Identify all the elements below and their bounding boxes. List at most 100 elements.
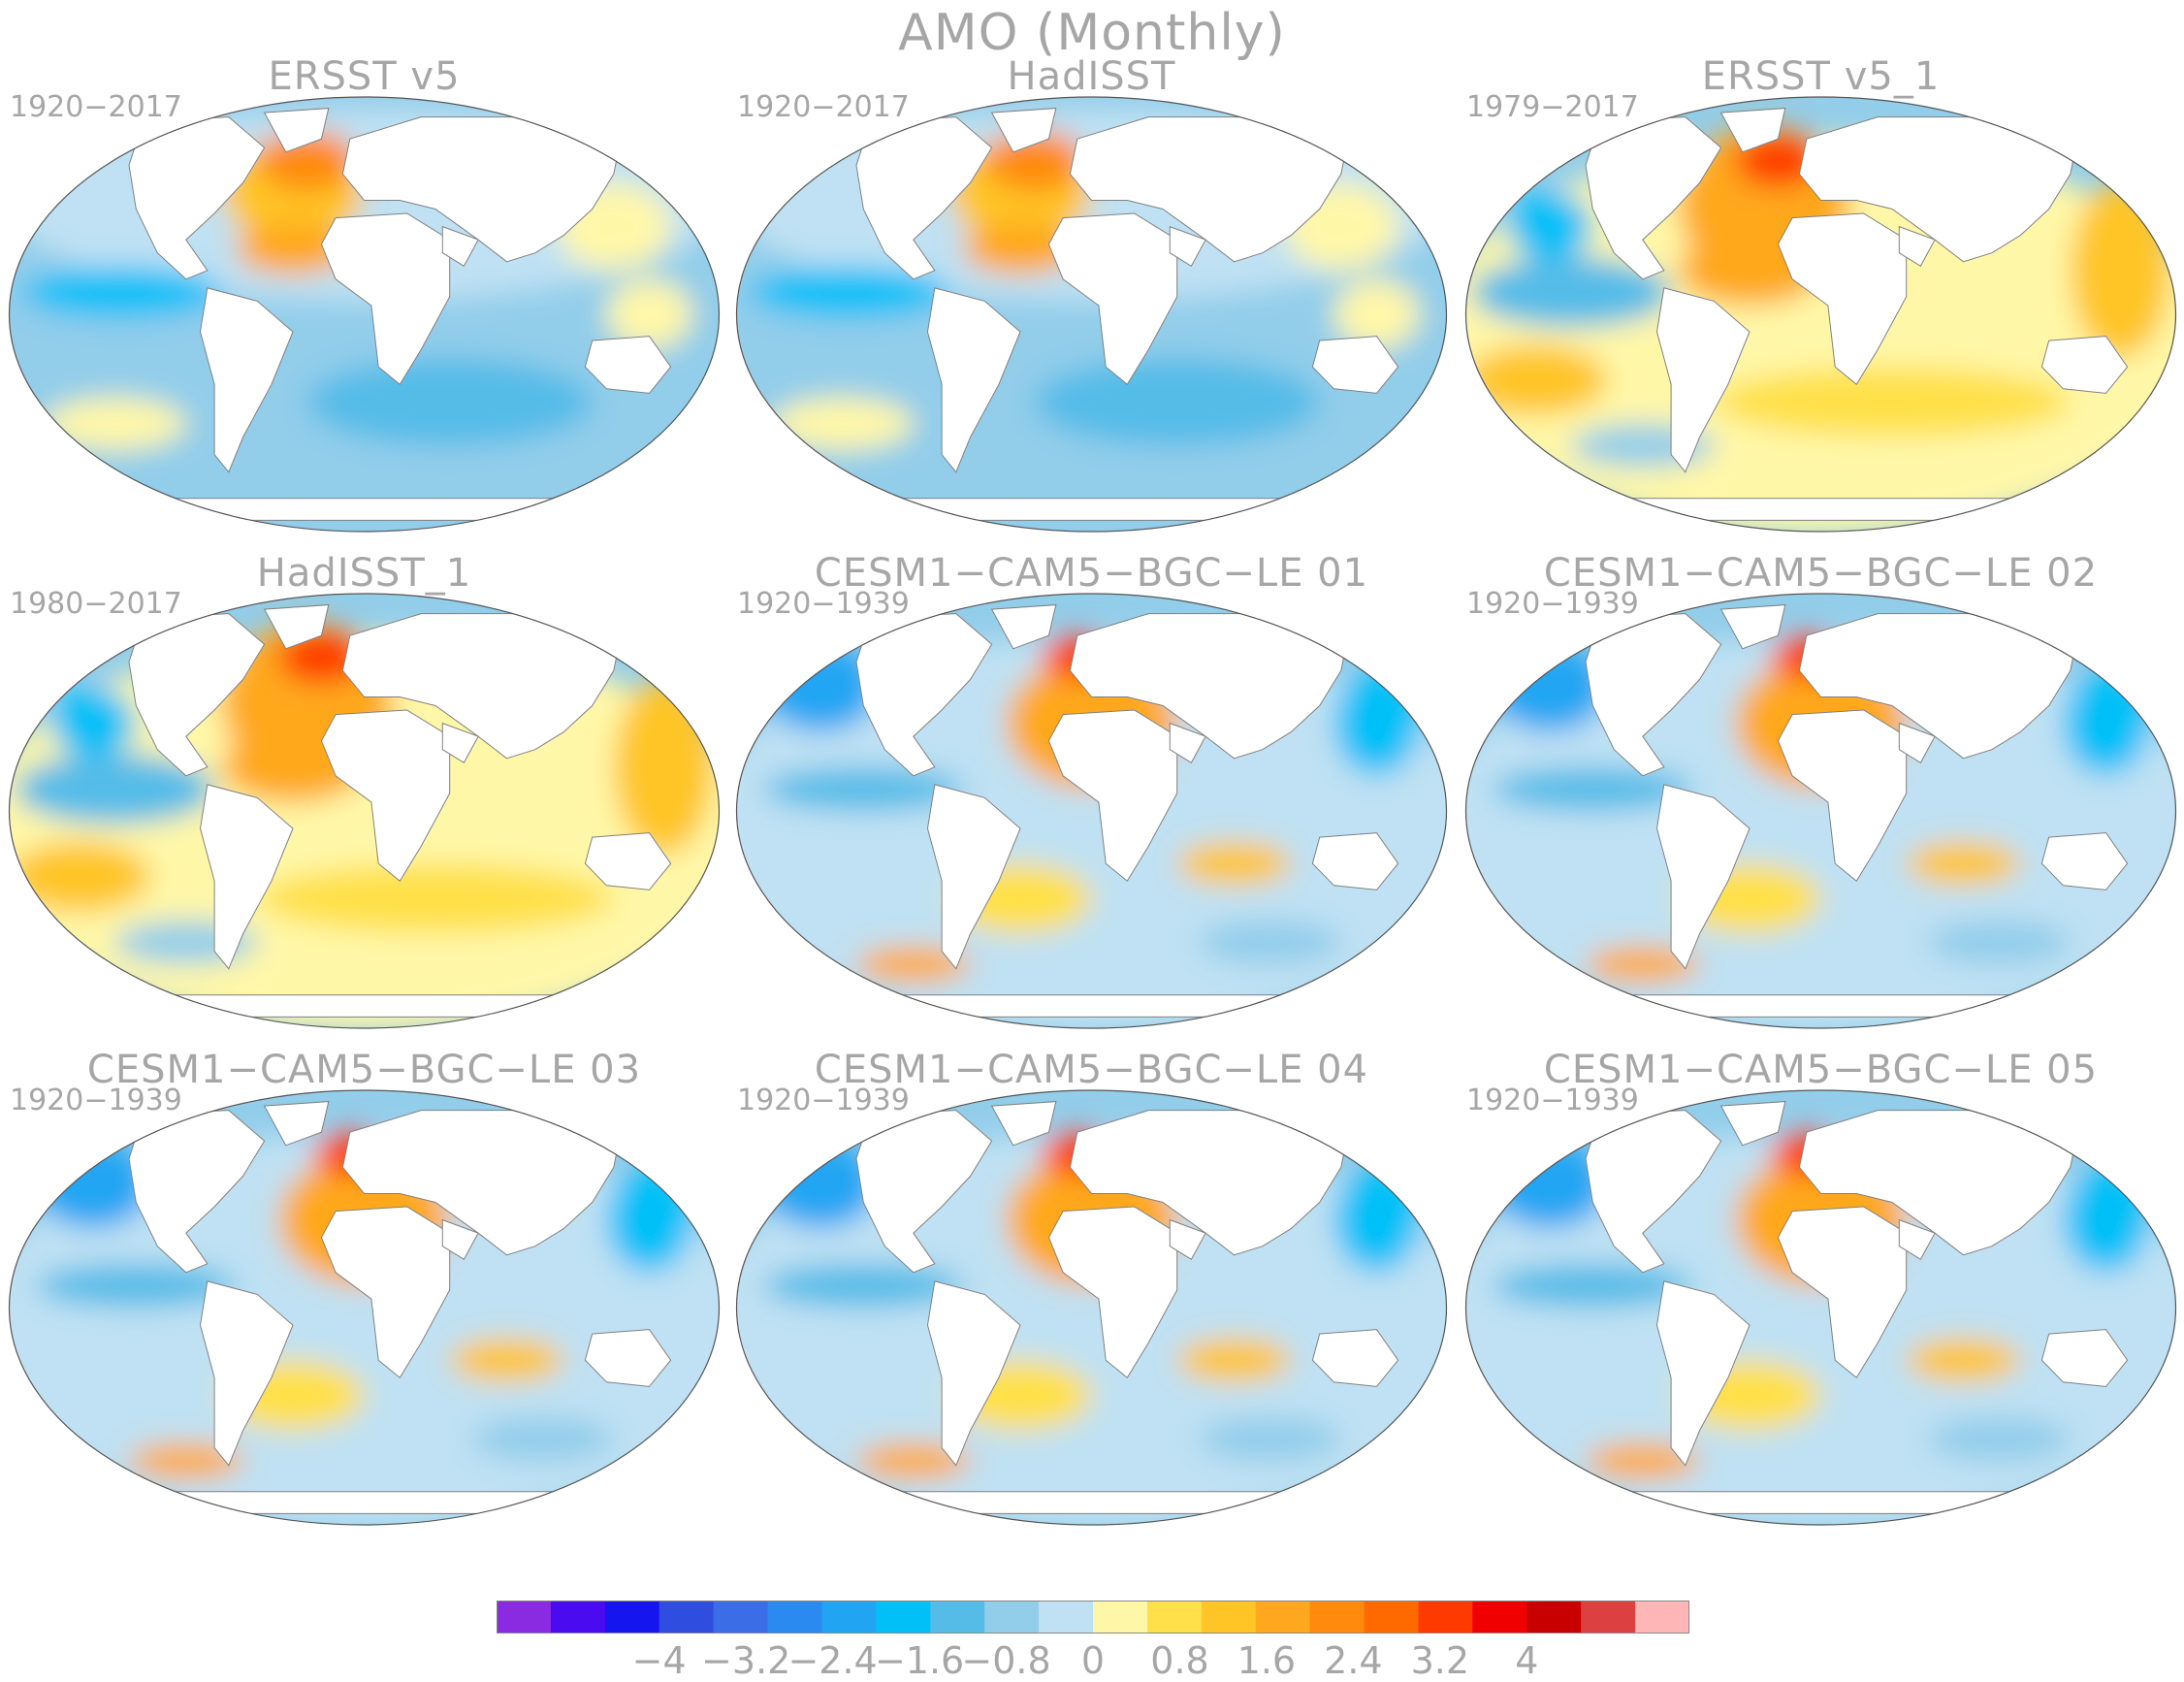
anomaly-region [9,841,150,912]
colorbar-tick-label: 2.4 [1324,1639,1383,1682]
land-mass [1655,287,1750,473]
panel-title: ERSST v5_1 [1701,54,1941,99]
map-panel: CESM1−CAM5−BGC−LE 01 1920−1939 [735,551,1448,1029]
land-mass [1898,1218,1936,1261]
colorbar-swatch [550,1601,606,1633]
land-mass [128,1110,266,1274]
panel-title: CESM1−CAM5−BGC−LE 03 [86,1048,642,1092]
panel-period: 1920−1939 [10,1084,182,1117]
land-mass [112,994,616,1018]
colorbar-swatch [604,1601,660,1633]
anomaly-region [1906,841,2021,886]
panel-title: ERSST v5 [268,54,461,99]
land-mass [320,709,451,883]
land-mass [1047,212,1178,386]
colorbar-swatch [713,1601,769,1633]
anomaly-region [763,1263,964,1308]
land-mass [1169,722,1206,764]
anomaly-region [606,1167,692,1273]
anomaly-region [1333,278,1420,350]
anomaly-region [855,1443,971,1479]
anomaly-region [606,278,692,350]
anomaly-region [1585,1443,1700,1479]
map-plot [1464,593,2177,1029]
land-mass [926,287,1021,473]
land-mass [1311,336,1399,394]
map-border [8,1089,721,1526]
anomaly-region [1493,766,1693,811]
colorbar-swatch [1201,1601,1257,1633]
land-mass [441,225,479,268]
colorbar-swatch [1255,1601,1311,1633]
anomaly-region [449,1338,564,1382]
panel-period: 1920−1939 [737,587,910,621]
anomaly-region [128,1443,243,1479]
map-plot [735,1089,1448,1526]
map-plot [735,593,1448,1029]
colorbar-swatch [1581,1601,1636,1633]
land-mass [199,287,294,473]
land-mass [840,1491,1343,1514]
colorbar-swatch [1526,1601,1582,1633]
land-mass [320,212,451,386]
land-mass [441,1218,479,1261]
map-border [8,96,721,533]
land-mass [199,784,294,970]
map-plot [8,593,721,1029]
colorbar-tick-label: 0.8 [1150,1639,1209,1682]
colorbar-swatch [1309,1601,1365,1633]
anomaly-region [1927,1417,2071,1462]
land-mass [1898,225,1936,268]
panel-title: HadISST_1 [256,551,472,596]
land-mass [855,613,993,777]
panel-period: 1979−2017 [1466,90,1639,124]
map-border [735,96,1448,533]
map-panel: CESM1−CAM5−BGC−LE 05 1920−1939 [1464,1048,2177,1526]
anomaly-region [2070,182,2170,359]
land-mass [584,832,672,890]
anomaly-region [1585,947,1700,983]
colorbar-tick-label: −3.2 [701,1639,791,1682]
map-panel: CESM1−CAM5−BGC−LE 04 1920−1939 [735,1048,1448,1526]
colorbar-tick-label: 4 [1515,1639,1539,1682]
land-mass [1047,709,1178,883]
anomaly-region [257,863,614,934]
land-mass [263,604,330,650]
anomaly-region [50,688,137,759]
land-mass [1719,1101,1786,1147]
anomaly-region [1493,1263,1693,1308]
panel-period: 1920−2017 [10,90,182,124]
land-mass [584,1329,672,1387]
colorbar-swatch [1039,1601,1094,1633]
land-mass [1655,784,1750,970]
anomaly-region [15,754,215,825]
colorbar-tick-label: 1.6 [1237,1639,1297,1682]
panel-title: CESM1−CAM5−BGC−LE 01 [814,551,1369,596]
map-panel: ERSST v5 1920−2017 [8,54,721,533]
land-mass [1777,212,1908,386]
land-mass [1585,613,1722,777]
anomaly-region [763,766,964,811]
land-mass [855,116,993,280]
anomaly-region [613,679,714,856]
panel-title: HadISST [1007,54,1176,99]
land-mass [990,108,1057,153]
land-mass [1169,225,1206,268]
map-panel: ERSST v5_1 1979−2017 [1464,54,2177,533]
map-panel: HadISST_1 1980−2017 [8,551,721,1029]
map-border [735,1089,1448,1526]
anomaly-region [1906,1338,2021,1382]
colorbar-swatch [821,1601,877,1633]
land-mass [1569,994,2072,1018]
land-mass [199,1280,294,1467]
map-panel: CESM1−CAM5−BGC−LE 02 1920−1939 [1464,551,2177,1029]
anomaly-region [1034,358,1320,446]
map-plot [8,1089,721,1526]
anomaly-region [1176,1338,1292,1382]
anomaly-region [963,222,1077,275]
land-mass [1719,108,1786,153]
land-mass [2040,1329,2129,1387]
anomaly-region [1176,841,1292,886]
colorbar-swatch [1093,1601,1148,1633]
